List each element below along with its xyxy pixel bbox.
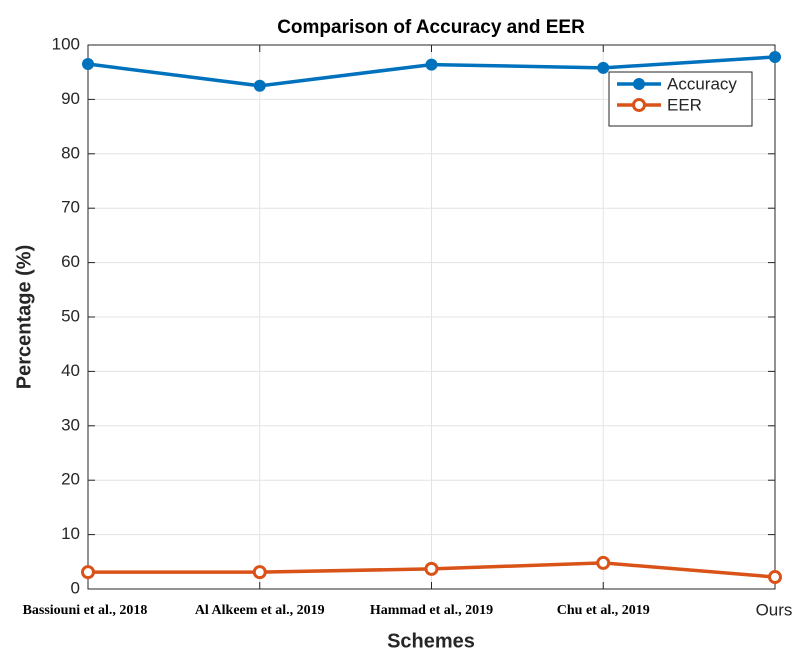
legend-label: Accuracy xyxy=(667,74,737,93)
y-tick-label: 100 xyxy=(52,34,80,53)
data-point xyxy=(424,561,439,576)
legend-label: EER xyxy=(667,95,702,114)
x-tick-label: Hammad et al., 2019 xyxy=(370,603,493,618)
data-point xyxy=(253,79,266,92)
data-point xyxy=(597,61,610,74)
x-tick-label: Al Alkeem et al., 2019 xyxy=(195,603,325,618)
x-tick-label: Ours xyxy=(756,600,793,619)
y-tick-label: 30 xyxy=(61,415,80,434)
y-axis-label: Percentage (%) xyxy=(13,245,35,390)
data-point xyxy=(768,570,782,585)
chart-title: Comparison of Accuracy and EER xyxy=(277,17,585,38)
y-tick-label: 40 xyxy=(61,361,80,380)
x-tick-label: Bassiouni et al., 2018 xyxy=(23,603,148,618)
y-tick-label: 20 xyxy=(61,470,80,489)
x-tick-label: Chu et al., 2019 xyxy=(557,603,650,618)
y-tick-label: 70 xyxy=(61,198,80,217)
data-point xyxy=(425,58,438,71)
data-point xyxy=(82,58,94,71)
data-point xyxy=(252,565,267,580)
y-tick-label: 60 xyxy=(61,252,80,271)
y-tick-label: 80 xyxy=(61,143,80,162)
x-axis-label: Schemes xyxy=(387,630,475,652)
data-point xyxy=(81,565,95,580)
y-tick-label: 50 xyxy=(61,306,80,325)
y-tick-label: 90 xyxy=(61,89,80,108)
y-tick-label: 10 xyxy=(61,524,80,543)
y-tick-label: 0 xyxy=(71,578,80,597)
data-point xyxy=(769,50,781,63)
legend-box xyxy=(608,71,753,127)
legend-marker xyxy=(632,98,646,112)
data-point xyxy=(596,555,611,570)
legend-marker xyxy=(633,78,645,90)
